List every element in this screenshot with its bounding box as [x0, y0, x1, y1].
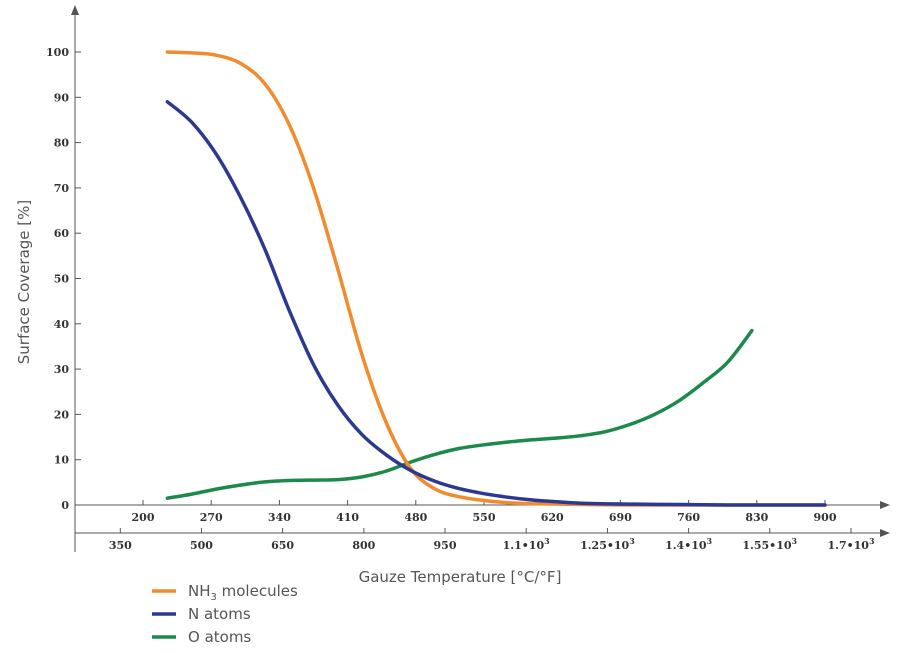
legend-label-o-atoms: O atoms	[188, 628, 251, 646]
x-tick-label-fahrenheit-exponent: 3	[869, 536, 875, 546]
y-tick-label: 0	[61, 499, 69, 512]
legend-label-tail: molecules	[217, 582, 298, 600]
x-tick-label-fahrenheit-base: 1.55•10	[742, 539, 791, 552]
axes	[71, 5, 890, 552]
x-tick-label-fahrenheit-exponent: 3	[544, 536, 550, 546]
x-tick-label-fahrenheit-base: 350	[109, 539, 132, 552]
y-tick-label: 60	[54, 227, 70, 240]
x-tick-label-celsius: 900	[814, 511, 837, 524]
x-tick-label-fahrenheit-exponent: 3	[792, 536, 798, 546]
y-axis-arrow	[71, 5, 79, 15]
x-tick-label-fahrenheit: 500	[190, 539, 213, 552]
x-tick-label-fahrenheit-base: 1.4•10	[665, 539, 707, 552]
series-line-n-atoms	[165, 100, 827, 507]
x-tick-label-celsius: 410	[336, 511, 359, 524]
x-axis-fahrenheit-arrow	[880, 529, 890, 537]
x-tick-label-fahrenheit: 800	[352, 539, 375, 552]
y-ticks: 0 10 20 30 40 50 60 70 80 90 100	[46, 46, 81, 512]
series-lines	[165, 50, 827, 507]
legend-label-n-atoms: N atoms	[188, 605, 251, 623]
y-tick-label: 50	[54, 273, 70, 286]
x-tick-label-fahrenheit: 1.1•103	[503, 536, 550, 552]
legend-label-main: O atoms	[188, 628, 251, 646]
x-tick-label-fahrenheit: 650	[271, 539, 294, 552]
legend-label-subscript: 3	[211, 592, 217, 603]
x-tick-label-fahrenheit-base: 500	[190, 539, 213, 552]
x-tick-label-celsius: 480	[404, 511, 427, 524]
y-tick-label: 70	[54, 182, 70, 195]
x-tick-label-fahrenheit-base: 1.7•10	[827, 539, 869, 552]
series-line-nh3-molecules	[165, 50, 827, 507]
x-tick-label-fahrenheit: 950	[434, 539, 457, 552]
x-tick-label-fahrenheit-exponent: 3	[629, 536, 635, 546]
x-tick-label-fahrenheit-exponent: 3	[707, 536, 713, 546]
x-tick-label-fahrenheit: 1.55•103	[742, 536, 797, 552]
y-tick-label: 40	[54, 318, 70, 331]
x-tick-label-fahrenheit-base: 650	[271, 539, 294, 552]
legend-label-main: NH	[188, 582, 211, 600]
x-axis-celsius-arrow	[880, 501, 890, 509]
y-axis-title: Surface Coverage [%]	[15, 200, 33, 365]
legend-label-main: N atoms	[188, 605, 251, 623]
x-tick-label-celsius: 620	[541, 511, 564, 524]
series-line-o-atoms	[165, 328, 754, 500]
x-tick-label-fahrenheit-base: 950	[434, 539, 457, 552]
x-tick-label-celsius: 270	[200, 511, 223, 524]
x-ticks-celsius: 200 270 340 410 480 550 620 690 760 830 900	[132, 500, 837, 524]
legend-label-nh3-molecules: NH3 molecules	[188, 582, 298, 603]
x-ticks-fahrenheit: 350 500 650 800 950 1.1•103 1.25•103 1.4•103 1.5…	[109, 528, 875, 552]
x-tick-label-fahrenheit-base: 1.1•10	[503, 539, 545, 552]
y-tick-label: 90	[54, 91, 70, 104]
x-tick-label-celsius: 340	[268, 511, 291, 524]
x-tick-label-fahrenheit: 1.25•103	[580, 536, 635, 552]
legend: NH3 molecules N atoms O atoms	[152, 582, 298, 646]
x-tick-label-fahrenheit-base: 1.25•10	[580, 539, 629, 552]
x-tick-label-fahrenheit: 1.4•103	[665, 536, 712, 552]
x-tick-label-celsius: 550	[473, 511, 496, 524]
x-tick-label-celsius: 200	[132, 511, 155, 524]
y-tick-label: 80	[54, 137, 70, 150]
x-tick-label-celsius: 830	[745, 511, 768, 524]
x-tick-label-fahrenheit: 1.7•103	[827, 536, 874, 552]
x-tick-label-celsius: 690	[609, 511, 632, 524]
x-tick-label-celsius: 760	[677, 511, 700, 524]
x-tick-label-fahrenheit: 350	[109, 539, 132, 552]
x-tick-label-fahrenheit-base: 800	[352, 539, 375, 552]
x-axis-title: Gauze Temperature [°C/°F]	[359, 568, 562, 586]
y-tick-label: 30	[54, 363, 70, 376]
y-tick-label: 10	[54, 454, 70, 467]
y-tick-label: 20	[54, 408, 70, 421]
y-tick-label: 100	[46, 46, 69, 59]
